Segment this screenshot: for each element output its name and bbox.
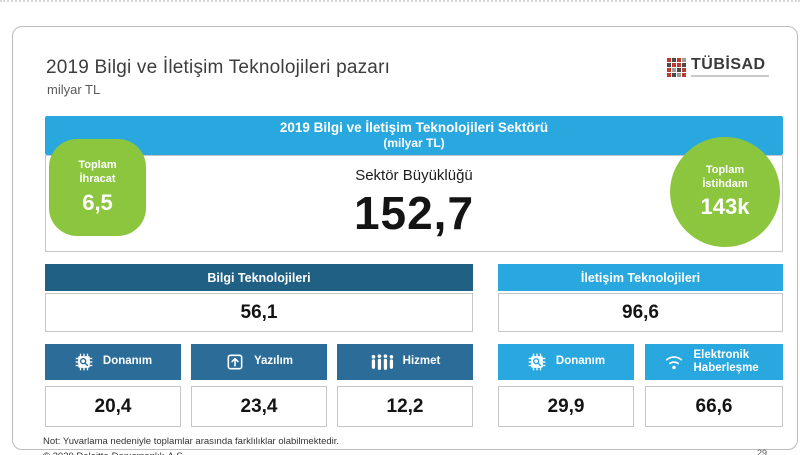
telecom-column-header: İletişim Teknolojileri <box>498 264 783 291</box>
it-donanim-bar: Donanım <box>45 344 181 380</box>
it-yazilim-value: 23,4 <box>191 386 327 427</box>
people-group-icon <box>370 353 394 372</box>
copyright-underlined-word: Danışmanlık <box>112 451 165 455</box>
export-badge-value: 6,5 <box>82 189 113 215</box>
export-badge-label-2: İhracat <box>79 173 116 185</box>
employment-badge-value: 143k <box>700 194 750 220</box>
it-hizmet-bar: Hizmet <box>337 344 473 380</box>
telecom-donanim-value: 29,9 <box>498 386 634 427</box>
telecom-donanim-bar: Donanım <box>498 344 634 380</box>
sector-size-value: 152,7 <box>353 187 475 239</box>
telecom-donanim-label: Donanım <box>555 355 606 368</box>
total-export-badge: Toplam İhracat 6,5 <box>49 139 146 236</box>
sector-size-box: Sektör Büyüklüğü 152,7 <box>45 155 783 252</box>
export-badge-label-1: Toplam <box>78 159 117 172</box>
tubisad-logo-text: TÜBİSAD <box>691 56 766 73</box>
it-yazilim-label: Yazılım <box>254 355 293 368</box>
tubisad-grid-icon <box>667 57 686 77</box>
it-donanim-value: 20,4 <box>45 386 181 427</box>
chip-icon <box>527 352 547 372</box>
copyright-prefix: © 2020 Deloitte <box>43 451 109 455</box>
chip-icon <box>74 352 94 372</box>
sector-banner-title: 2019 Bilgi ve İletişim Teknolojileri Sek… <box>279 119 549 135</box>
telecom-total-value: 96,6 <box>498 293 783 332</box>
software-window-icon <box>225 352 245 372</box>
sector-banner: 2019 Bilgi ve İletişim Teknolojileri Sek… <box>45 116 783 155</box>
telecom-elektronik-bar: Elektronik Haberleşme <box>645 344 783 380</box>
copyright-line: © 2020 Deloitte Danışmanlık A.Ş. <box>43 451 185 455</box>
it-yazilim-bar: Yazılım <box>191 344 327 380</box>
tubisad-logo: TÜBİSAD <box>667 57 769 77</box>
page-title: 2019 Bilgi ve İletişim Teknolojileri paz… <box>46 57 391 78</box>
employment-badge-label-1: Toplam <box>705 163 745 176</box>
tubisad-logo-textblock: TÜBİSAD <box>691 57 769 77</box>
tubisad-logo-tagline-bar <box>691 75 769 77</box>
it-column-header: Bilgi Teknolojileri <box>45 264 473 291</box>
it-hizmet-label: Hizmet <box>402 355 441 368</box>
wifi-icon <box>663 352 685 372</box>
telecom-elektronik-value: 66,6 <box>645 386 783 427</box>
sector-size-label: Sektör Büyüklüğü <box>355 167 473 184</box>
telecom-elektronik-label: Elektronik Haberleşme <box>693 348 759 374</box>
copyright-suffix: A.Ş. <box>167 451 185 455</box>
it-total-value: 56,1 <box>45 293 473 332</box>
slide-card: 2019 Bilgi ve İletişim Teknolojileri paz… <box>12 26 798 455</box>
footnote: Not: Yuvarlama nedeniyle toplamlar arası… <box>43 436 340 447</box>
page-subtitle: milyar TL <box>47 82 101 97</box>
sector-banner-subtitle: (milyar TL) <box>383 136 445 151</box>
page-number: 29 <box>756 448 767 455</box>
it-donanim-label: Donanım <box>102 355 153 368</box>
total-employment-badge: Toplam İstihdam 143k <box>670 137 780 247</box>
it-hizmet-value: 12,2 <box>337 386 473 427</box>
employment-badge-label-2: İstihdam <box>702 177 748 190</box>
